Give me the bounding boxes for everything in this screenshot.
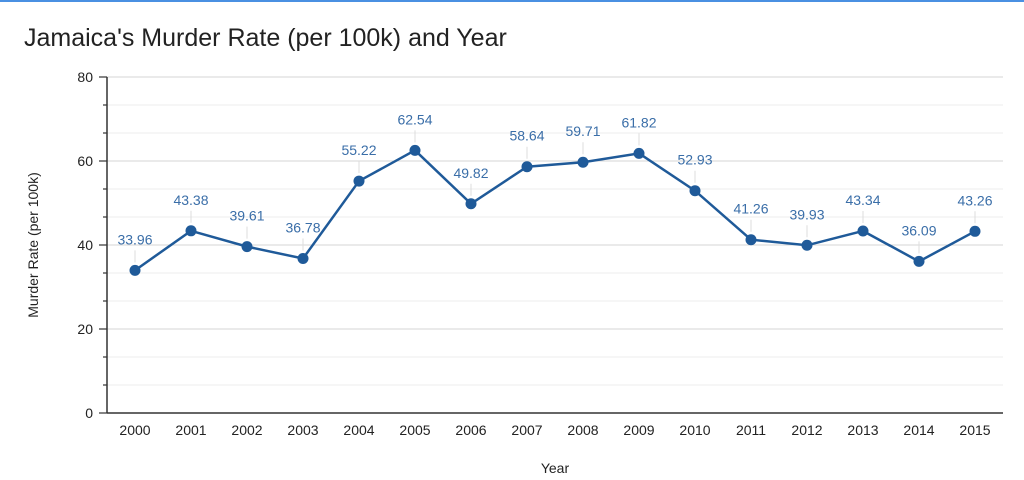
data-label: 49.82 [453, 165, 488, 181]
data-label: 58.64 [509, 128, 544, 144]
x-tick-label: 2003 [287, 422, 318, 438]
data-point [353, 175, 365, 187]
x-tick-label: 2002 [231, 422, 262, 438]
data-point [577, 156, 589, 168]
y-tick-label: 40 [77, 237, 93, 253]
top-border [0, 0, 1024, 2]
data-point [297, 253, 309, 265]
data-point [913, 255, 925, 267]
data-label: 33.96 [117, 231, 152, 247]
x-tick-label: 2005 [399, 422, 430, 438]
y-tick-label: 60 [77, 153, 93, 169]
data-label: 52.93 [677, 152, 712, 168]
data-label: 55.22 [341, 142, 376, 158]
data-point [689, 185, 701, 197]
x-tick-label: 2011 [736, 422, 766, 438]
data-point [409, 144, 421, 156]
x-tick-label: 2010 [679, 422, 710, 438]
x-tick-label: 2004 [343, 422, 374, 438]
data-label: 59.71 [565, 123, 600, 139]
y-axis-label: Murder Rate (per 100k) [25, 172, 41, 318]
y-tick-label: 0 [85, 405, 93, 421]
x-tick-label: 2000 [119, 422, 150, 438]
x-tick-label: 2006 [455, 422, 486, 438]
data-label: 39.93 [789, 206, 824, 222]
data-point [801, 239, 813, 251]
data-label: 43.26 [957, 192, 992, 208]
x-tick-label: 2009 [623, 422, 654, 438]
y-tick-label: 80 [77, 69, 93, 85]
x-tick-label: 2008 [567, 422, 598, 438]
x-axis-label: Year [541, 460, 570, 476]
series-line [134, 148, 976, 272]
data-point [185, 225, 197, 237]
data-label: 43.38 [173, 192, 208, 208]
data-label: 39.61 [229, 208, 264, 224]
data-point [633, 147, 645, 159]
chart-title: Jamaica's Murder Rate (per 100k) and Yea… [24, 24, 507, 52]
data-point [521, 161, 533, 173]
x-tick-label: 2007 [511, 422, 542, 438]
x-tick-label: 2014 [903, 422, 934, 438]
data-point [745, 234, 757, 246]
data-label: 62.54 [397, 111, 432, 127]
x-tick-label: 2013 [847, 422, 878, 438]
x-tick-label: 2012 [791, 422, 822, 438]
data-point [969, 225, 981, 237]
data-point [129, 264, 141, 276]
data-label: 36.78 [285, 220, 320, 236]
x-tick-label: 2001 [175, 422, 206, 438]
data-label: 61.82 [621, 114, 656, 130]
data-point [241, 241, 253, 253]
data-point [857, 225, 869, 237]
y-tick-label: 20 [77, 321, 93, 337]
x-tick-label: 2015 [959, 422, 990, 438]
data-point [465, 198, 477, 210]
data-label: 36.09 [901, 222, 936, 238]
data-label: 43.34 [845, 192, 880, 208]
data-label: 41.26 [733, 201, 768, 217]
